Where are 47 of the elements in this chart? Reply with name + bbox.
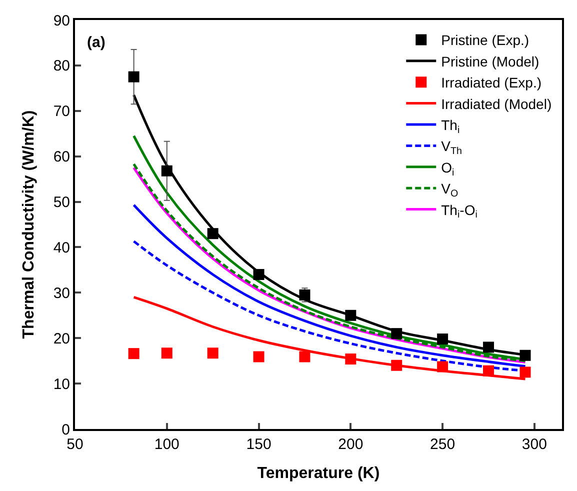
legend-label: Pristine (Exp.)	[441, 32, 530, 48]
x-tick-label: 150	[246, 436, 272, 453]
x-tick-label: 50	[66, 436, 84, 453]
point	[437, 334, 448, 345]
x-tick-label: 300	[522, 436, 547, 453]
x-axis-title: Temperature (K)	[257, 465, 380, 482]
legend-label: Pristine (Model)	[441, 53, 540, 70]
y-tick-label: 90	[53, 12, 70, 30]
point	[520, 350, 531, 361]
y-tick-label: 20	[53, 330, 70, 348]
legend-label: Irradiated (Model)	[441, 96, 552, 112]
point	[128, 71, 140, 82]
point	[161, 165, 172, 176]
legend-label: Th$_{i}$-O$_{i}$	[441, 202, 478, 221]
y-tick-label: 50	[53, 194, 70, 212]
legend-label: V$_{Th}$	[441, 138, 462, 158]
y-tick-label: 10	[53, 376, 70, 393]
y-axis-title: Thermal Conductivity (W/m/K)	[20, 110, 38, 339]
legend-label: V$_{O}$	[441, 180, 458, 200]
point	[253, 351, 264, 362]
legend-label: O$_{i}$	[441, 159, 454, 178]
point	[207, 228, 218, 240]
y-tick-label: 70	[53, 103, 70, 120]
y-tick-label: 80	[53, 58, 70, 75]
point	[299, 351, 310, 362]
y-tick-label: 30	[53, 284, 70, 302]
point	[345, 354, 356, 365]
point	[482, 365, 494, 376]
point	[437, 361, 448, 372]
point	[161, 348, 172, 359]
point	[391, 360, 402, 371]
point	[391, 328, 402, 340]
y-tick-label: 0	[62, 421, 70, 438]
annotation: (a)	[87, 34, 106, 51]
point	[207, 348, 218, 359]
legend-label: Irradiated (Exp.)	[441, 74, 542, 91]
x-tick-label: 250	[430, 436, 456, 453]
x-tick-label: 100	[154, 436, 180, 453]
y-tick-label: 60	[53, 148, 70, 166]
point	[345, 310, 356, 321]
x-tick-label: 200	[338, 436, 364, 453]
y-tick-label: 40	[53, 239, 70, 256]
point	[482, 342, 494, 353]
legend-label: Th$_{i}$	[441, 116, 460, 136]
point	[128, 348, 140, 360]
point	[253, 268, 264, 280]
point	[520, 366, 531, 378]
